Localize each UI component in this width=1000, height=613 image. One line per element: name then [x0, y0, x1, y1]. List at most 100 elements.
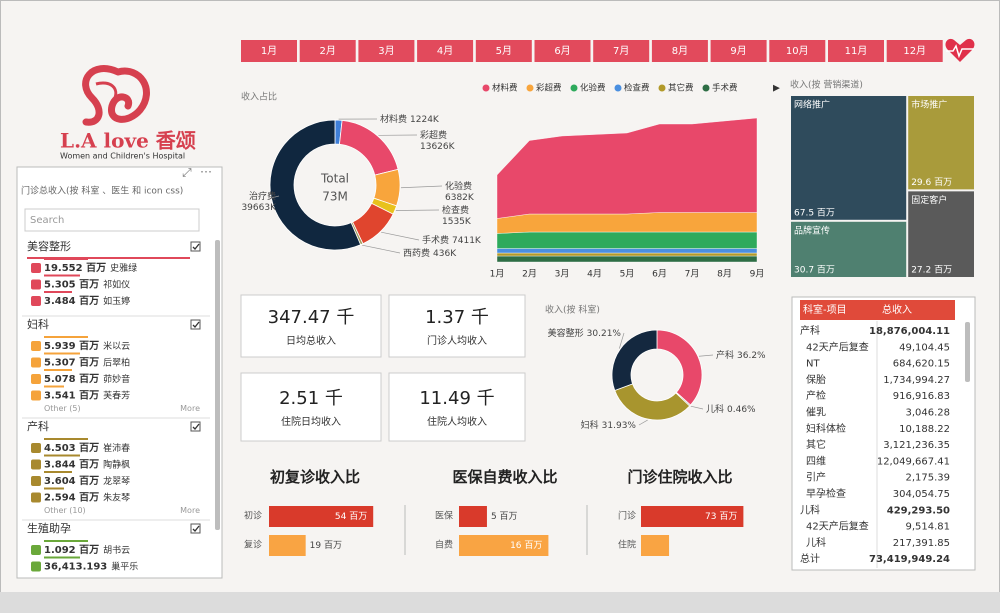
item-name: 茆妙音 [103, 373, 130, 385]
table-item-value: 10,188.22 [899, 424, 950, 435]
item-icon [31, 390, 41, 401]
item-amount: 5.307 百万 [44, 357, 99, 369]
legend-swatch [702, 84, 710, 92]
pie-label-name: 化验费 [445, 180, 472, 192]
slicer-item[interactable]: 1.092 百万 胡书云 [44, 544, 130, 557]
month-button[interactable]: 4月 [417, 40, 474, 62]
month-button-bg[interactable] [828, 40, 884, 62]
checkbox[interactable] [190, 421, 201, 432]
slicer-item[interactable]: 3.541 百万 芙春芳 [44, 389, 130, 402]
month-button-bg[interactable] [358, 40, 415, 62]
month-label: 12月 [903, 45, 926, 57]
leader-line [618, 332, 625, 349]
leader-line [690, 405, 704, 410]
tile-value: 29.6 百万 [911, 177, 952, 188]
month-button[interactable]: 10月 [769, 40, 826, 62]
month-button-bg[interactable] [417, 40, 474, 62]
item-amount: 3.844 百万 [44, 459, 99, 471]
check-mark [192, 243, 200, 250]
item-name: 崔沛春 [103, 442, 130, 454]
month-button-bg[interactable] [534, 40, 591, 62]
tile-label: 品牌宣传 [794, 224, 830, 236]
table-item: NT [806, 359, 820, 370]
slicer-item[interactable]: 5.307 百万 后翠柏 [44, 356, 130, 369]
month-button[interactable]: 3月 [358, 40, 415, 62]
month-button-bg[interactable] [710, 40, 767, 62]
pie-label-value: 1224K [410, 115, 440, 125]
leader-line [381, 231, 420, 241]
kpi-card [240, 294, 382, 358]
slicer-item[interactable]: 5.939 百万 米以云 [44, 340, 130, 353]
pie-label: 西药费 436K [403, 247, 457, 259]
bar-value-label: 73 百万 [705, 511, 737, 522]
table-group-total: 18,876,004.11 [869, 326, 950, 337]
table-header-cell: 科室-项目 [803, 303, 847, 316]
pie-label: 手术费 7411K [422, 234, 482, 246]
bar-category: 住院 [618, 539, 636, 551]
kpi-value: 347.47 千 [268, 307, 355, 328]
month-button[interactable]: 9月 [710, 40, 767, 62]
slicer-item[interactable]: 4.503 百万 崔沛春 [44, 442, 130, 455]
item-icon [31, 545, 41, 555]
focus-icon[interactable]: ⤢ [181, 166, 192, 180]
month-button[interactable]: 1月 [241, 40, 297, 62]
item-name: 巢平乐 [111, 560, 138, 572]
check-mark [192, 423, 200, 430]
month-button[interactable]: 8月 [651, 40, 708, 62]
table-scrollbar[interactable] [965, 322, 970, 382]
scrollbar[interactable] [215, 240, 220, 530]
month-button[interactable]: 6月 [534, 40, 591, 62]
more-options[interactable]: ⋯ [200, 165, 212, 179]
month-button-bg[interactable] [299, 40, 356, 62]
slicer-item[interactable]: 3.484 百万 如玉婷 [44, 295, 130, 308]
area-band [496, 252, 758, 257]
month-button-bg[interactable] [241, 40, 297, 62]
x-tick-label: 5月 [620, 269, 635, 280]
checkbox[interactable] [190, 319, 201, 330]
area-band [496, 248, 758, 254]
slicer-item[interactable]: 36,413.193 巢平乐 [44, 560, 138, 573]
item-name: 如玉婷 [103, 295, 130, 307]
checkbox[interactable] [190, 241, 201, 252]
table-item-value: 217,391.85 [893, 538, 950, 549]
pie-slice [269, 119, 362, 251]
table-total-value: 73,419,949.24 [869, 554, 950, 565]
slicer-item[interactable]: 3.844 百万 陶静枫 [44, 458, 130, 471]
slicer-item[interactable]: 3.604 百万 龙翠琴 [44, 475, 130, 488]
search-box[interactable] [24, 208, 200, 232]
month-button[interactable]: 2月 [299, 40, 356, 62]
slicer-item[interactable]: 5.305 百万 祁如仪 [44, 278, 130, 291]
item-amount: 3.484 百万 [44, 295, 99, 307]
month-button-bg[interactable] [593, 40, 650, 62]
table-item: 四维 [806, 454, 826, 467]
table-item-value: 684,620.15 [893, 359, 950, 370]
month-button-bg[interactable] [769, 40, 826, 62]
table-item-value: 3,121,236.35 [883, 440, 950, 451]
bar-value-label: 54 百万 [335, 511, 367, 522]
heart-icon[interactable] [945, 38, 975, 62]
bar-category: 医保 [435, 510, 453, 522]
kpi-label: 住院人均收入 [427, 415, 487, 428]
slicer-item[interactable]: 2.594 百万 朱友琴 [44, 491, 130, 504]
item-icon [31, 263, 41, 273]
item-icon [31, 459, 41, 470]
month-button-bg[interactable] [475, 40, 532, 62]
legend-next[interactable]: ▶ [773, 84, 780, 94]
item-name: 陶静枫 [103, 458, 130, 470]
slicer-item[interactable]: 5.078 百万 茆妙音 [44, 373, 130, 386]
pie-label: 检查费 1535K [442, 204, 472, 227]
month-button[interactable]: 7月 [593, 40, 650, 62]
month-button[interactable]: 5月 [475, 40, 532, 62]
chart-title: 收入(按 科室) [545, 304, 600, 316]
month-button[interactable]: 12月 [886, 40, 943, 62]
item-icon [31, 341, 41, 351]
month-button-bg[interactable] [651, 40, 708, 62]
slicer-item[interactable]: 19.552 百万 史雅绿 [44, 262, 137, 275]
month-button[interactable]: 11月 [828, 40, 884, 62]
slicer-group: 生殖助孕 [27, 521, 71, 535]
month-button-bg[interactable] [886, 40, 943, 62]
item-icon [31, 357, 41, 368]
pie-label-value: 436K [433, 249, 457, 259]
table-item: 儿科 [806, 536, 826, 549]
checkbox[interactable] [190, 523, 201, 534]
